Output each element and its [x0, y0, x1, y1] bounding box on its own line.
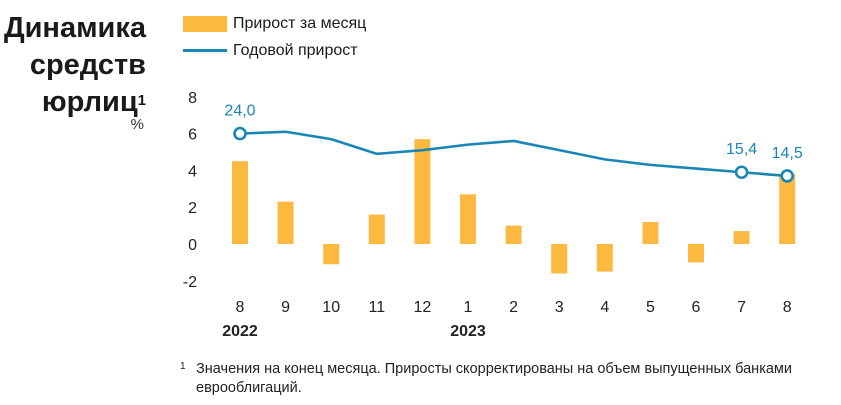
- data-label: 24,0: [224, 103, 255, 120]
- x-tick-label: 1: [464, 299, 473, 316]
- bar: [323, 244, 340, 265]
- footnote-mark: 1: [180, 361, 186, 372]
- line-marker: [780, 169, 795, 183]
- y-tick-label: 4: [188, 163, 197, 180]
- annual-growth-line: [238, 130, 789, 178]
- bar: [642, 221, 659, 244]
- bar: [368, 214, 385, 244]
- bar: [688, 244, 704, 263]
- bar: [733, 231, 750, 244]
- legend-bar-label: Прирост за месяц: [233, 14, 367, 32]
- x-tick-label: 4: [600, 299, 609, 316]
- x-tick-label: 11: [368, 299, 385, 316]
- title-line-3-text: юрлиц: [41, 86, 138, 118]
- x-tick-label: 7: [737, 299, 746, 316]
- bar: [596, 244, 613, 272]
- year-label: 2023: [450, 323, 486, 340]
- footnote-text: Значения на конец месяца. Приросты скорр…: [196, 361, 792, 396]
- x-tick-label: 8: [236, 299, 245, 316]
- bar: [551, 244, 568, 274]
- legend-item-bars: Прирост за месяц: [183, 10, 366, 37]
- legend-item-line: Годовой прирост: [183, 37, 366, 64]
- x-tick-label: 2: [509, 299, 518, 316]
- data-label: 15,4: [726, 141, 757, 158]
- legend-line-swatch: [183, 49, 227, 52]
- bar: [277, 201, 294, 244]
- y-tick-label: 0: [188, 237, 197, 254]
- data-label: 14,5: [772, 145, 803, 162]
- x-tick-label: 9: [281, 299, 290, 316]
- line-marker: [734, 165, 749, 180]
- x-tick-label: 3: [555, 299, 564, 316]
- y-tick-label: 6: [188, 127, 197, 144]
- bar: [779, 174, 796, 244]
- title-footnote-mark: 1: [137, 92, 146, 109]
- bar: [232, 161, 248, 244]
- legend-line-label: Годовой прирост: [233, 41, 358, 59]
- y-tick-label: -2: [183, 274, 197, 291]
- y-tick-label: 8: [188, 90, 197, 107]
- title-line-1: Динамика: [3, 12, 146, 44]
- x-tick-label: 6: [692, 299, 701, 316]
- unit-label: %: [130, 116, 144, 133]
- bar: [414, 139, 431, 244]
- chart-title: Динамика средств юрлиц1: [4, 10, 146, 121]
- line-marker: [233, 126, 247, 141]
- footnote: 1 Значения на конец месяца. Приросты ско…: [180, 360, 826, 398]
- x-tick-label: 12: [414, 299, 432, 316]
- x-tick-label: 8: [783, 299, 792, 316]
- x-tick-label: 5: [646, 299, 655, 316]
- y-tick-label: 2: [188, 200, 197, 217]
- legend-bar-swatch: [183, 15, 227, 32]
- legend: Прирост за месяц Годовой прирост: [183, 10, 366, 64]
- x-tick-label: 10: [322, 299, 340, 316]
- title-line-2: средств: [29, 49, 146, 81]
- title-line-3: юрлиц1: [4, 84, 146, 121]
- bar: [505, 225, 522, 244]
- year-label: 2022: [222, 323, 258, 340]
- bar: [460, 194, 476, 244]
